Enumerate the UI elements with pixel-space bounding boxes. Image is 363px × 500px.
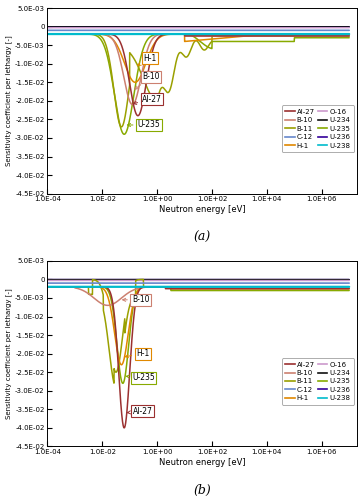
X-axis label: Neutron energy [eV]: Neutron energy [eV] — [159, 205, 246, 214]
Text: U-235: U-235 — [127, 120, 160, 130]
Text: B-10: B-10 — [123, 296, 149, 304]
Text: H-1: H-1 — [138, 54, 156, 66]
Text: (a): (a) — [194, 231, 211, 244]
Legend: Al-27, B-10, B-11, C-12, H-1, O-16, U-234, U-235, U-236, U-238: Al-27, B-10, B-11, C-12, H-1, O-16, U-23… — [282, 106, 354, 152]
Text: Al-27: Al-27 — [127, 406, 153, 416]
Text: H-1: H-1 — [125, 349, 150, 358]
Y-axis label: Sensitivity coefficient per lethargy [-]: Sensitivity coefficient per lethargy [-] — [5, 288, 12, 419]
Text: (b): (b) — [193, 484, 211, 496]
Y-axis label: Sensitivity coefficient per lethargy [-]: Sensitivity coefficient per lethargy [-] — [5, 36, 12, 166]
Text: Al-27: Al-27 — [134, 94, 162, 104]
Text: U-235: U-235 — [126, 374, 155, 382]
Legend: Al-27, B-10, B-11, C-12, H-1, O-16, U-234, U-235, U-236, U-238: Al-27, B-10, B-11, C-12, H-1, O-16, U-23… — [282, 358, 354, 405]
Text: B-10: B-10 — [135, 72, 160, 89]
X-axis label: Neutron energy [eV]: Neutron energy [eV] — [159, 458, 246, 467]
